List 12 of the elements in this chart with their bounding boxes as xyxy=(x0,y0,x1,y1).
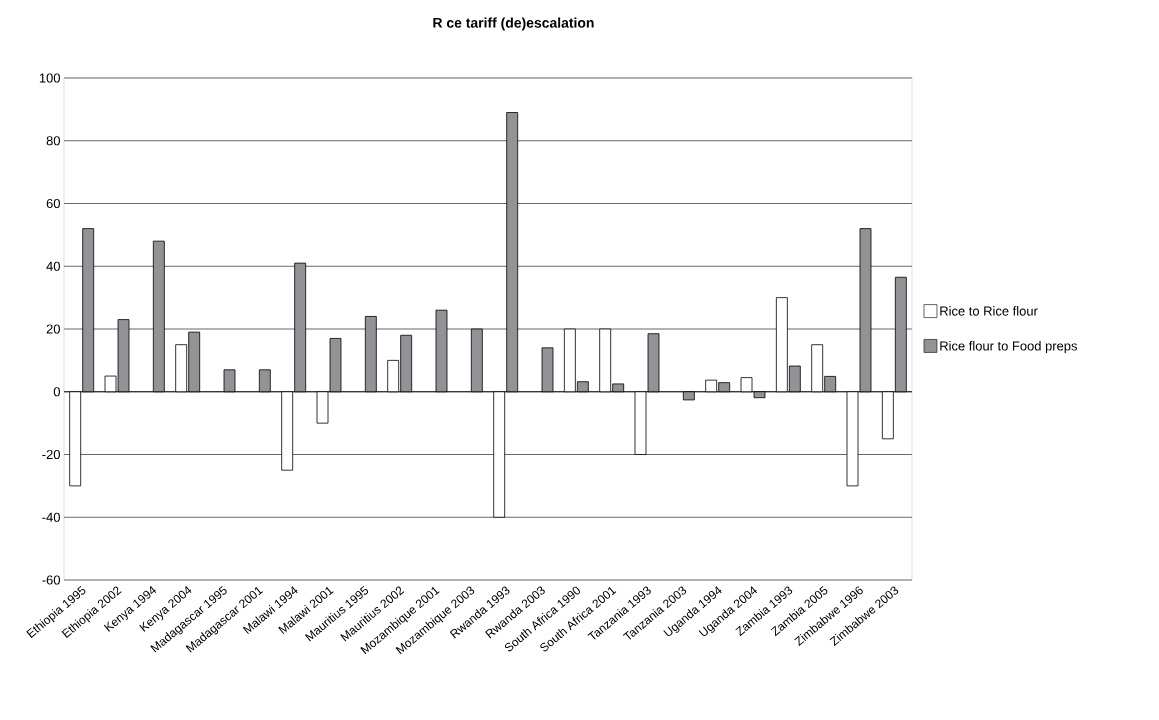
y-tick-label: -60 xyxy=(42,575,60,585)
y-tick-label: 0 xyxy=(53,387,60,397)
y-tick-label: 20 xyxy=(46,324,60,334)
y-tick-label: 40 xyxy=(46,261,60,271)
legend-label: Rice flour to Food preps xyxy=(940,340,1077,354)
y-tick-label: 80 xyxy=(46,136,60,146)
y-tick-label: -40 xyxy=(42,512,60,522)
y-tick-label: -20 xyxy=(42,449,60,460)
legend-label: Rice to Rice flour xyxy=(940,306,1038,316)
chart-title: R ce tariff (de)escalation xyxy=(433,17,594,31)
y-tick-label: 100 xyxy=(39,73,60,83)
y-tick-label: 60 xyxy=(46,198,60,209)
